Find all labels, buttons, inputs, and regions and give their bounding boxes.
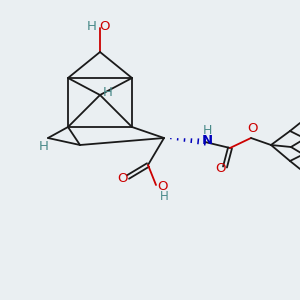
Text: H: H — [160, 190, 168, 203]
Text: H: H — [87, 20, 97, 34]
Text: O: O — [117, 172, 127, 184]
Text: O: O — [157, 181, 167, 194]
Text: H: H — [39, 140, 49, 152]
Text: O: O — [215, 163, 225, 176]
Text: O: O — [248, 122, 258, 136]
Text: H: H — [202, 124, 212, 137]
Text: H: H — [103, 86, 113, 100]
Text: O: O — [99, 20, 109, 34]
Text: N: N — [201, 134, 213, 148]
